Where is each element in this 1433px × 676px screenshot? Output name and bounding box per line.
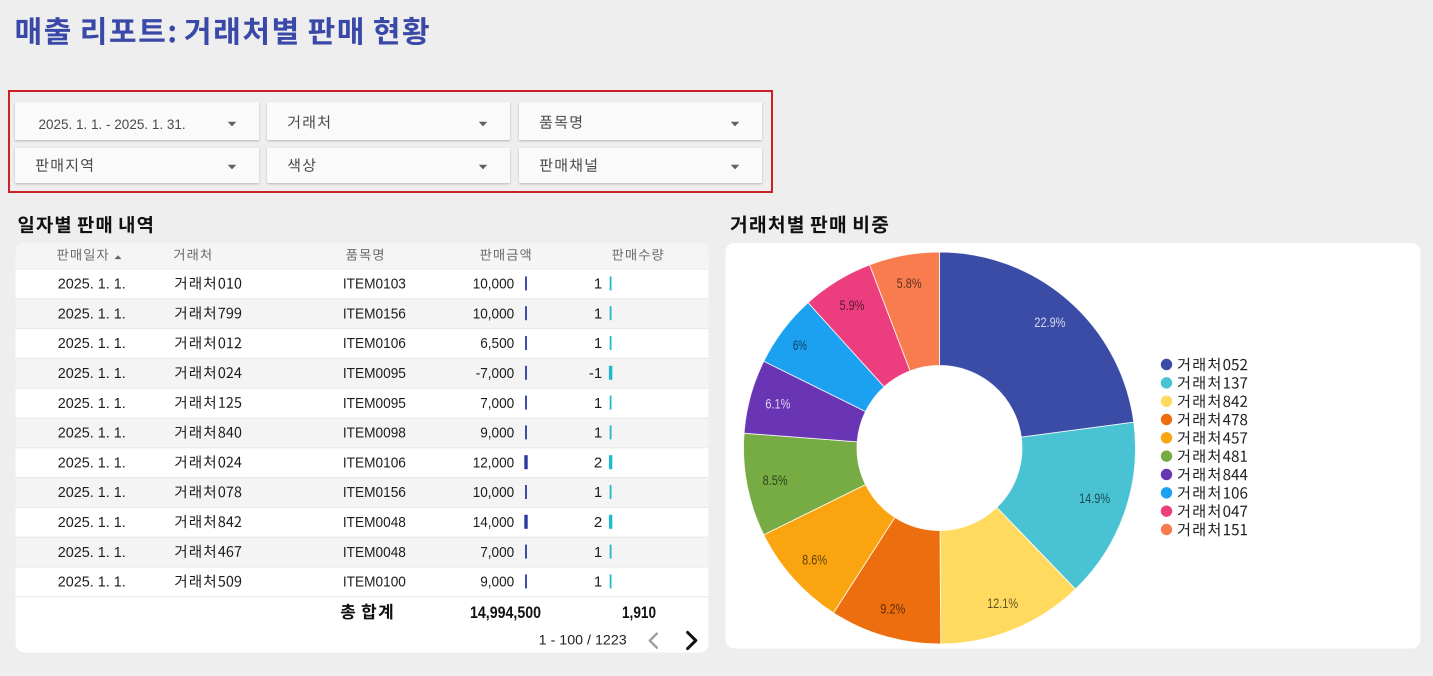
svg-text:10,000: 10,000 — [473, 305, 515, 322]
svg-text:2025. 1. 1.: 2025. 1. 1. — [58, 276, 126, 293]
svg-text:9,000: 9,000 — [480, 574, 514, 591]
svg-text:14,994,500: 14,994,500 — [470, 603, 541, 622]
svg-text:8.6%: 8.6% — [802, 553, 827, 568]
svg-text:ITEM0106: ITEM0106 — [343, 335, 406, 352]
svg-text:2025. 1. 1. - 2025. 1. 31.: 2025. 1. 1. - 2025. 1. 31. — [39, 117, 186, 132]
svg-text:14,000: 14,000 — [473, 514, 515, 531]
svg-text:10,000: 10,000 — [473, 484, 515, 501]
svg-text:2: 2 — [594, 514, 602, 531]
svg-text:12.1%: 12.1% — [987, 596, 1018, 611]
svg-text:2025. 1. 1.: 2025. 1. 1. — [58, 544, 126, 561]
svg-text:10,000: 10,000 — [473, 276, 515, 293]
svg-text:5.9%: 5.9% — [840, 298, 865, 313]
svg-text:2025. 1. 1.: 2025. 1. 1. — [58, 514, 126, 531]
svg-text:1: 1 — [594, 395, 602, 412]
svg-text:14.9%: 14.9% — [1079, 491, 1110, 506]
svg-text:ITEM0103: ITEM0103 — [343, 276, 406, 293]
svg-text:7,000: 7,000 — [480, 544, 514, 561]
svg-text:ITEM0100: ITEM0100 — [343, 574, 406, 591]
svg-text:-7,000: -7,000 — [476, 365, 515, 382]
svg-text:2025. 1. 1.: 2025. 1. 1. — [58, 574, 126, 591]
svg-text:2025. 1. 1.: 2025. 1. 1. — [58, 425, 126, 442]
svg-text:1: 1 — [594, 305, 602, 322]
svg-text:9.2%: 9.2% — [880, 602, 905, 617]
svg-text:ITEM0095: ITEM0095 — [343, 365, 406, 382]
svg-text:8.5%: 8.5% — [763, 473, 788, 488]
svg-text:2025. 1. 1.: 2025. 1. 1. — [58, 484, 126, 501]
svg-text:1: 1 — [594, 335, 602, 352]
svg-text:6.1%: 6.1% — [765, 397, 790, 412]
svg-text:1: 1 — [594, 425, 602, 442]
svg-text:1: 1 — [594, 276, 602, 293]
svg-text:ITEM0095: ITEM0095 — [343, 395, 406, 412]
svg-text:1: 1 — [594, 484, 602, 501]
svg-text:6,500: 6,500 — [480, 335, 514, 352]
svg-text:ITEM0156: ITEM0156 — [343, 484, 406, 501]
svg-text:1,910: 1,910 — [622, 603, 656, 622]
svg-text:2025. 1. 1.: 2025. 1. 1. — [58, 335, 126, 352]
svg-text:ITEM0156: ITEM0156 — [343, 305, 406, 322]
svg-text:12,000: 12,000 — [473, 454, 515, 471]
svg-text:2: 2 — [594, 454, 602, 471]
svg-text:9,000: 9,000 — [480, 425, 514, 442]
svg-text:-1: -1 — [589, 365, 602, 382]
svg-text:ITEM0106: ITEM0106 — [343, 454, 406, 471]
svg-text:2025. 1. 1.: 2025. 1. 1. — [58, 395, 126, 412]
svg-text:ITEM0048: ITEM0048 — [343, 544, 406, 561]
svg-text:2025. 1. 1.: 2025. 1. 1. — [58, 365, 126, 382]
svg-text:ITEM0098: ITEM0098 — [343, 425, 406, 442]
svg-text:7,000: 7,000 — [480, 395, 514, 412]
svg-text:6%: 6% — [793, 338, 807, 353]
svg-text:5.8%: 5.8% — [897, 276, 922, 291]
svg-text:1: 1 — [594, 544, 602, 561]
svg-text:ITEM0048: ITEM0048 — [343, 514, 406, 531]
svg-text:1: 1 — [594, 574, 602, 591]
svg-text:22.9%: 22.9% — [1034, 315, 1065, 330]
svg-text:2025. 1. 1.: 2025. 1. 1. — [58, 305, 126, 322]
svg-text:1 - 100 / 1223: 1 - 100 / 1223 — [539, 632, 627, 648]
svg-text:2025. 1. 1.: 2025. 1. 1. — [58, 454, 126, 471]
